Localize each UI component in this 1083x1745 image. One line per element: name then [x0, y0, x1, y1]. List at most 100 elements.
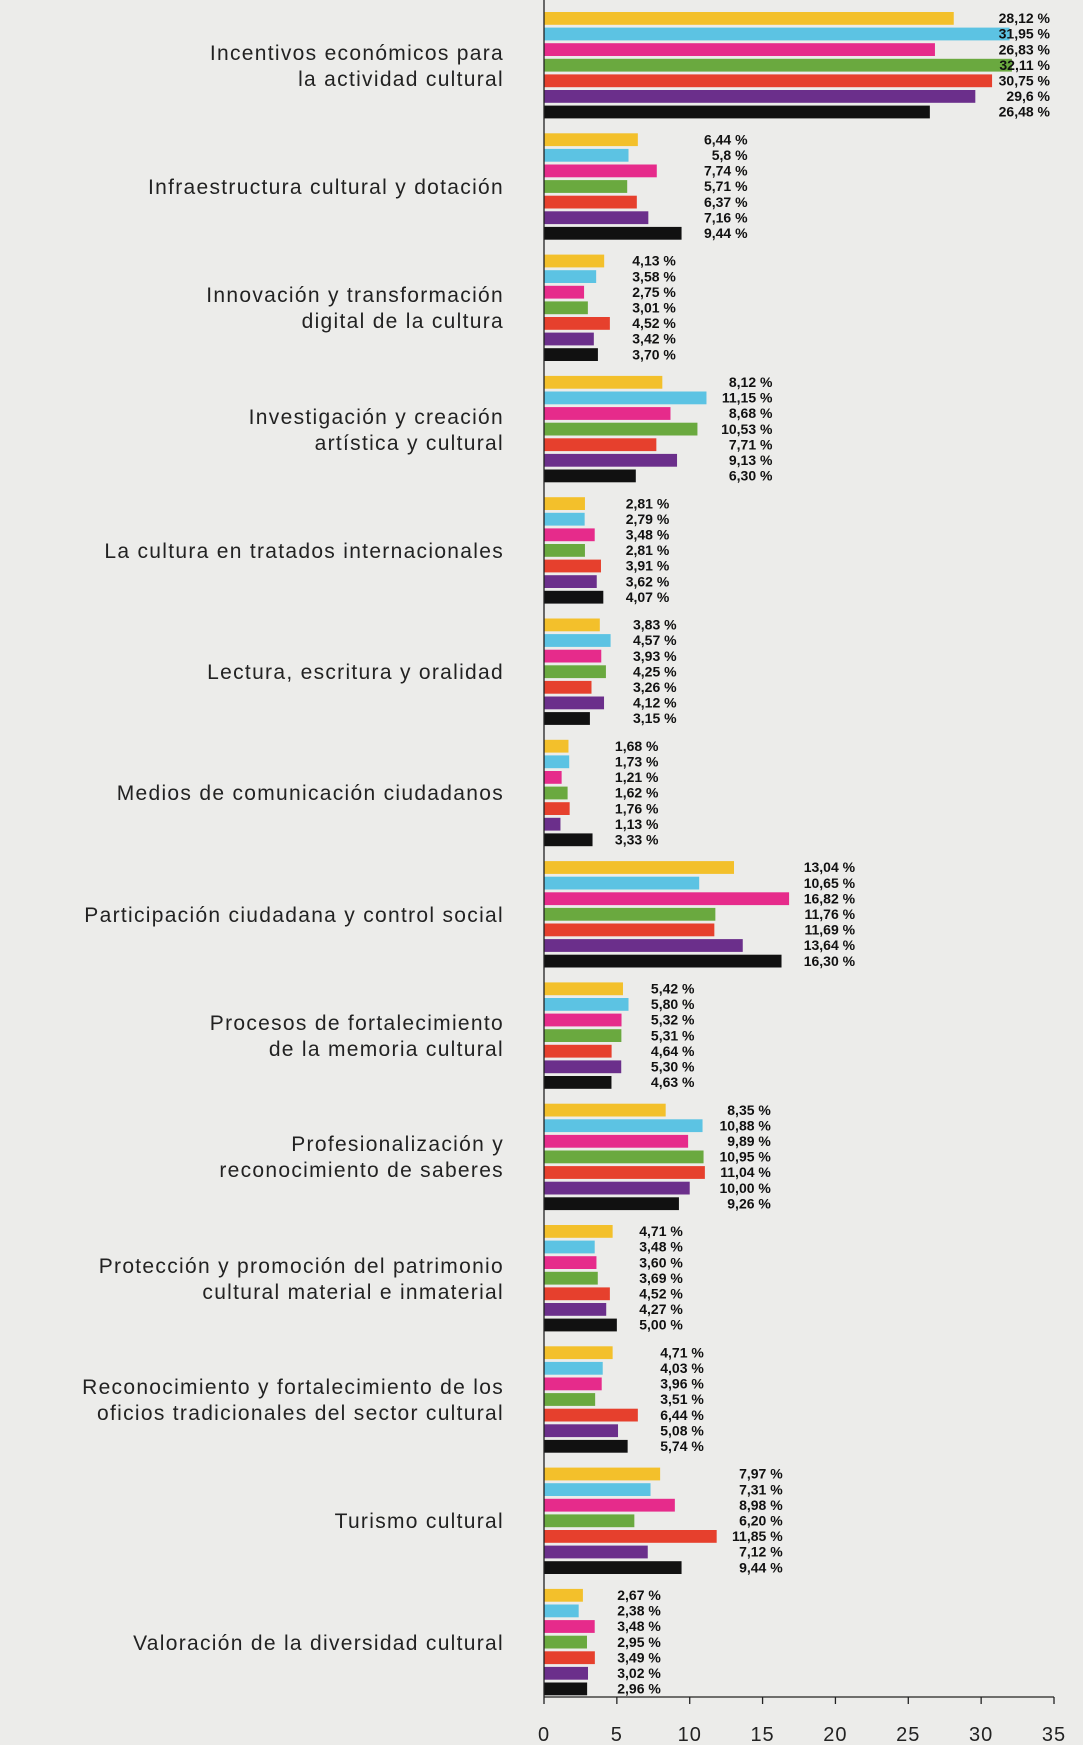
- value-label: 4,27 %: [639, 1301, 683, 1317]
- value-label: 7,16 %: [704, 209, 748, 225]
- value-label: 4,71 %: [639, 1223, 683, 1239]
- bar: [544, 1604, 579, 1618]
- bar: [544, 739, 569, 753]
- value-label: 11,15 %: [722, 390, 773, 406]
- value-label: 3,02 %: [617, 1665, 661, 1681]
- value-label: 2,81 %: [626, 495, 670, 511]
- category-label: Profesionalización y reconocimiento de s…: [219, 1133, 504, 1183]
- value-label: 13,64 %: [804, 937, 856, 953]
- value-label: 1,76 %: [615, 800, 659, 816]
- value-label: 4,57 %: [633, 632, 677, 648]
- bar: [544, 817, 561, 831]
- bar: [544, 833, 593, 847]
- value-label: 3,83 %: [633, 617, 677, 633]
- category-label: Turismo cultural: [334, 1510, 504, 1534]
- value-label: 10,00 %: [719, 1180, 771, 1196]
- category-label: Procesos de fortalecimiento de la memori…: [209, 1012, 504, 1061]
- bar: [544, 1377, 602, 1391]
- value-label: 3,48 %: [617, 1618, 661, 1634]
- bar: [544, 497, 585, 510]
- bar: [544, 590, 604, 604]
- value-label: 10,65 %: [804, 875, 856, 891]
- value-label: 3,91 %: [626, 558, 670, 574]
- bar: [544, 786, 568, 800]
- value-label: 8,68 %: [729, 405, 773, 421]
- bar: [544, 407, 671, 420]
- value-label: 31,95 %: [999, 26, 1051, 42]
- bar: [544, 375, 663, 389]
- bar: [544, 1134, 689, 1148]
- bar: [544, 422, 698, 436]
- value-label: 5,00 %: [639, 1317, 683, 1333]
- bar: [544, 802, 570, 815]
- value-label: 3,49 %: [617, 1649, 661, 1665]
- bar: [544, 1424, 619, 1438]
- bar: [544, 1150, 704, 1164]
- bar: [544, 1514, 635, 1528]
- value-label: 5,71 %: [704, 178, 748, 194]
- bar: [544, 43, 935, 56]
- bar: [544, 1588, 583, 1602]
- value-label: 5,30 %: [651, 1059, 695, 1075]
- value-label: 3,51 %: [660, 1391, 704, 1407]
- bar: [544, 575, 597, 588]
- bar: [544, 1271, 598, 1285]
- category-label: Reconocimiento y fortalecimiento de los …: [82, 1375, 504, 1425]
- value-label: 7,12 %: [739, 1544, 783, 1560]
- value-label: 2,96 %: [617, 1681, 661, 1697]
- value-label: 6,44 %: [660, 1407, 704, 1423]
- bar: [544, 105, 930, 119]
- bar: [544, 1561, 682, 1574]
- bar: [544, 1393, 596, 1406]
- value-label: 3,60 %: [639, 1254, 683, 1270]
- value-label: 4,52 %: [632, 315, 676, 331]
- bar: [544, 1181, 690, 1195]
- bar: [544, 1197, 679, 1211]
- bar: [544, 998, 629, 1011]
- bar: [544, 1620, 595, 1633]
- value-label: 16,30 %: [804, 953, 856, 969]
- x-tick-label: 20: [823, 1724, 847, 1745]
- value-label: 5,31 %: [651, 1027, 695, 1043]
- value-label: 7,71 %: [729, 436, 773, 452]
- bar: [544, 90, 976, 103]
- bar: [544, 1361, 603, 1375]
- bar: [544, 317, 610, 330]
- bar: [544, 1029, 622, 1042]
- bar: [544, 939, 743, 952]
- bar: [544, 1346, 613, 1360]
- value-label: 2,95 %: [617, 1634, 661, 1650]
- bar: [544, 1287, 610, 1301]
- bar: [544, 226, 682, 240]
- bar: [544, 712, 590, 725]
- value-label: 5,32 %: [651, 1012, 695, 1028]
- bar: [544, 164, 657, 178]
- bar: [544, 559, 601, 573]
- category-label: Valoración de la diversidad cultural: [133, 1631, 504, 1655]
- value-label: 3,15 %: [633, 710, 677, 726]
- value-label: 3,58 %: [632, 268, 676, 284]
- bar: [544, 544, 585, 557]
- bar: [544, 923, 715, 937]
- value-label: 6,20 %: [739, 1513, 783, 1529]
- value-label: 6,37 %: [704, 194, 748, 210]
- value-label: 9,44 %: [739, 1559, 783, 1575]
- value-label: 10,53 %: [721, 421, 773, 437]
- x-tick-label: 35: [1042, 1724, 1066, 1745]
- bar: [544, 133, 638, 147]
- bar: [544, 270, 597, 283]
- value-label: 5,08 %: [660, 1422, 704, 1438]
- value-label: 4,71 %: [660, 1344, 704, 1360]
- value-label: 8,98 %: [739, 1497, 783, 1513]
- value-label: 26,48 %: [999, 104, 1051, 120]
- value-label: 4,25 %: [633, 663, 677, 679]
- bar: [544, 528, 595, 542]
- bar: [544, 1256, 597, 1269]
- bar: [544, 1166, 705, 1179]
- bar: [544, 332, 594, 346]
- bar: [544, 211, 649, 225]
- bar: [544, 27, 1010, 41]
- bar: [544, 1530, 717, 1543]
- value-label: 5,80 %: [651, 996, 695, 1012]
- category-label: Innovación y transformación digital de l…: [206, 284, 504, 334]
